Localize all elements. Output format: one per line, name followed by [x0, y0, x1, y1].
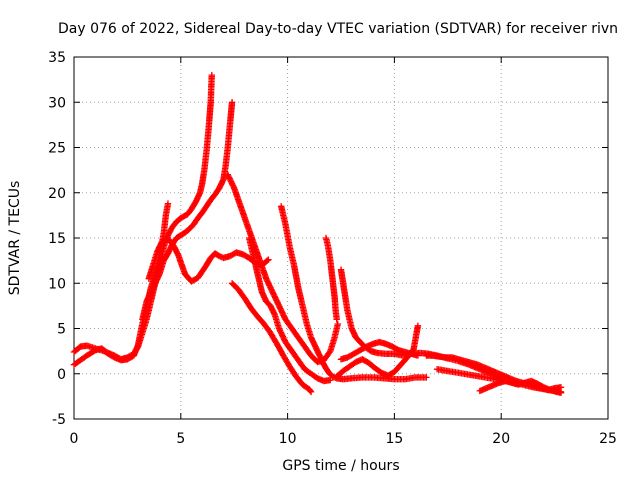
x-tick-label: 5 [176, 431, 185, 447]
data-point [414, 352, 422, 359]
data-point [208, 71, 215, 79]
y-tick-label: 20 [48, 186, 66, 202]
y-tick-label: -5 [52, 412, 66, 428]
x-axis-label: GPS time / hours [282, 458, 399, 474]
series-track-9 [322, 234, 340, 323]
y-axis-label: SDTVAR / TECUs [7, 181, 23, 296]
series-track-3 [139, 99, 236, 323]
series-track-8 [278, 203, 430, 383]
chart-title: Day 076 of 2022, Sidereal Day-to-day VTE… [58, 21, 618, 37]
data-point [557, 389, 565, 396]
series-track-6 [246, 234, 334, 385]
data-point [164, 200, 172, 207]
data-point [228, 99, 236, 106]
y-tick-label: 30 [48, 95, 66, 111]
data-point [327, 376, 334, 384]
grid [74, 57, 608, 419]
x-tick-label: 0 [70, 431, 79, 447]
y-tick-label: 0 [57, 367, 66, 383]
y-tick-label: 35 [48, 50, 66, 66]
data-layer [70, 71, 565, 396]
x-tick-label: 10 [279, 431, 297, 447]
data-point [307, 388, 315, 396]
data-point [333, 316, 340, 323]
data-point [326, 349, 333, 356]
series-track-15 [433, 366, 516, 386]
y-tick-label: 25 [48, 141, 66, 157]
y-tick-label: 5 [57, 322, 66, 338]
data-point [423, 374, 430, 381]
y-tick-label: 15 [48, 231, 66, 247]
data-point [264, 278, 271, 285]
data-point [334, 320, 341, 328]
series-track-7 [228, 280, 315, 396]
x-tick-label: 15 [385, 431, 403, 447]
series-track-12 [337, 338, 422, 363]
data-point [414, 322, 422, 329]
y-tick-label: 10 [48, 276, 66, 292]
data-point [264, 257, 271, 264]
data-point [508, 378, 516, 386]
data-point [265, 256, 272, 263]
data-point [307, 387, 314, 395]
x-tick-label: 25 [599, 431, 617, 447]
x-tick-label: 20 [492, 431, 510, 447]
data-point [557, 384, 565, 391]
